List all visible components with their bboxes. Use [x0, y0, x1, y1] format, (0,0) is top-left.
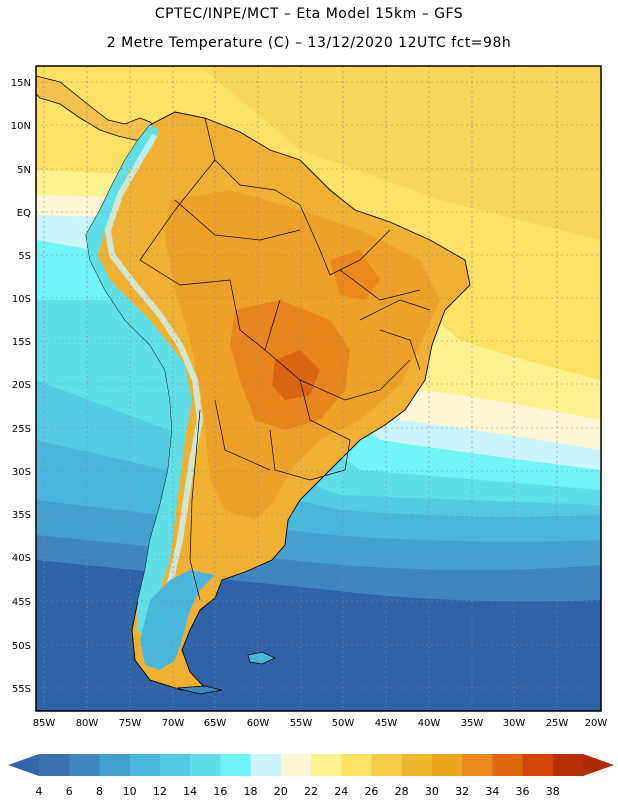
colorbar-box — [341, 754, 372, 776]
lat-label: 55S — [12, 684, 31, 695]
lat-label: 50S — [12, 641, 31, 652]
lat-label: 45S — [12, 597, 31, 608]
colorbar-tick-label: 32 — [455, 785, 469, 798]
ocean-band-26b — [200, 66, 601, 240]
lon-label: 30W — [503, 718, 526, 729]
colorbar-box — [371, 754, 403, 776]
lat-label: 35S — [12, 510, 31, 521]
colorbar-tick-label: 12 — [153, 785, 167, 798]
lat-label: EQ — [17, 208, 31, 219]
lat-label: 5N — [17, 165, 31, 176]
lon-label: 75W — [119, 718, 142, 729]
colorbar: 4 6 8 10 12 14 16 18 20 22 24 26 28 30 32 34 36 38 — [8, 754, 614, 798]
colorbar-tick-label: 8 — [96, 785, 103, 798]
map-field — [36, 66, 601, 711]
colorbar-tick-label: 20 — [274, 785, 288, 798]
lat-label: 15S — [12, 337, 31, 348]
lat-label: 5S — [18, 251, 31, 262]
country-borders — [139, 117, 431, 601]
lat-label: 25S — [12, 424, 31, 435]
lon-label: 65W — [204, 718, 227, 729]
colorbar-tick-label: 28 — [395, 785, 409, 798]
colorbar-boxes — [39, 754, 584, 776]
lon-label: 20W — [585, 718, 608, 729]
lat-label: 20S — [12, 380, 31, 391]
colorbar-tick-label: 30 — [425, 785, 439, 798]
lon-label: 85W — [33, 718, 56, 729]
colorbar-box — [99, 754, 131, 776]
colorbar-box — [311, 754, 342, 776]
lat-label: 10N — [11, 121, 31, 132]
colorbar-low-arrow — [8, 754, 39, 776]
colorbar-tick-label: 6 — [66, 785, 73, 798]
longitude-labels: 85W 80W 75W 70W 65W 60W 55W 50W 45W 40W … — [33, 718, 608, 729]
lat-label: 40S — [12, 553, 31, 564]
colorbar-box — [280, 754, 312, 776]
colorbar-box — [401, 754, 433, 776]
colorbar-box — [250, 754, 282, 776]
colorbar-tick-label: 36 — [516, 785, 530, 798]
falkland-islands — [247, 651, 276, 665]
colorbar-box — [522, 754, 554, 776]
latitude-labels: 15N 10N 5N EQ 5S 10S 15S 20S 25S 30S 35S… — [11, 78, 31, 695]
colorbar-box — [159, 754, 191, 776]
colorbar-box — [39, 754, 70, 776]
colorbar-tick-label: 14 — [183, 785, 197, 798]
colorbar-box — [220, 754, 252, 776]
colorbar-high-arrow — [583, 754, 614, 776]
colorbar-box — [69, 754, 100, 776]
colorbar-tick-label: 22 — [304, 785, 318, 798]
title-variable: 2 Metre Temperature (C) – 13/12/2020 12U… — [106, 35, 512, 51]
colorbar-tick-label: 10 — [123, 785, 137, 798]
land-hot-ne — [330, 250, 380, 300]
colorbar-box — [492, 754, 524, 776]
lon-label: 60W — [247, 718, 270, 729]
lat-label: 30S — [12, 467, 31, 478]
lon-label: 55W — [290, 718, 313, 729]
andes-ridge — [104, 133, 204, 601]
graticule — [36, 66, 601, 711]
land-andes-cold — [86, 125, 192, 640]
lat-label: 15N — [11, 78, 31, 89]
colorbar-box — [129, 754, 161, 776]
lon-label: 45W — [375, 718, 398, 729]
map-frame — [35, 65, 602, 712]
colorbar-box — [190, 754, 221, 776]
colorbar-tick-label: 38 — [546, 785, 560, 798]
colorbar-tick-label: 4 — [36, 785, 43, 798]
lon-label: 80W — [76, 718, 99, 729]
colorbar-box — [431, 754, 463, 776]
lon-label: 25W — [546, 718, 569, 729]
lon-label: 40W — [418, 718, 441, 729]
colorbar-tick-label: 24 — [334, 785, 348, 798]
title-model: CPTEC/INPE/MCT – Eta Model 15km – GFS — [154, 6, 464, 22]
colorbar-tick-labels: 4 6 8 10 12 14 16 18 20 22 24 26 28 30 32 34 36 38 — [36, 785, 560, 798]
land-patagonia-cold — [140, 570, 215, 670]
lon-label: 70W — [162, 718, 185, 729]
land-hottest-core — [272, 350, 320, 400]
lat-label: 10S — [12, 294, 31, 305]
colorbar-tick-label: 16 — [213, 785, 227, 798]
colorbar-box — [552, 754, 584, 776]
colorbar-tick-label: 18 — [244, 785, 258, 798]
colorbar-box — [462, 754, 493, 776]
colorbar-tick-label: 26 — [364, 785, 378, 798]
lon-label: 50W — [332, 718, 355, 729]
colorbar-tick-label: 34 — [485, 785, 499, 798]
lon-label: 35W — [461, 718, 484, 729]
